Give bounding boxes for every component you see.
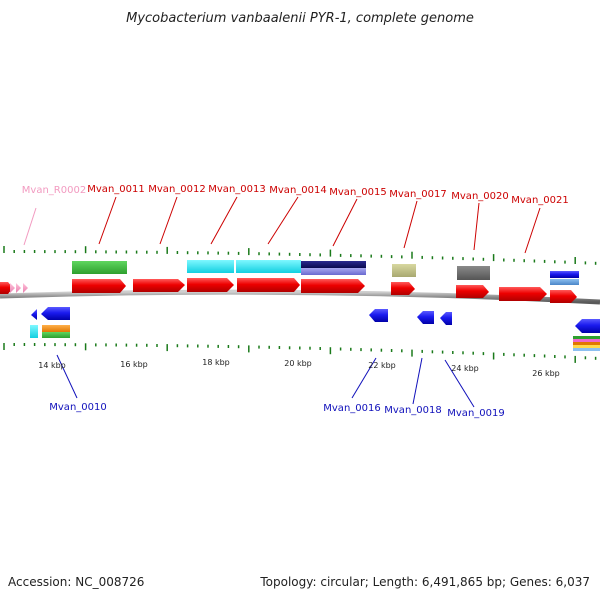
gene-arrow-forward xyxy=(133,279,185,292)
gene-arrow-forward xyxy=(187,278,234,292)
annotation-bar xyxy=(42,332,70,338)
gene-arrow-reverse xyxy=(31,309,37,320)
top-gene-labels: Mvan_R0002 Mvan_0011 Mvan_0012 Mvan_0013… xyxy=(22,184,569,206)
annotation-bar xyxy=(301,261,366,268)
gene-arrow-reverse xyxy=(575,319,600,333)
annotation-bar xyxy=(573,342,600,345)
gene-label: Mvan_0013 xyxy=(208,184,265,195)
tick-row-top xyxy=(3,246,597,265)
tick-row-bottom xyxy=(3,343,597,363)
annotation-bar xyxy=(236,260,301,273)
annotation-bar xyxy=(573,339,600,342)
gene-label: Mvan_0015 xyxy=(329,187,386,198)
gene-arrow-reverse xyxy=(417,311,434,324)
scale-labels: 14 kbp 16 kbp 18 kbp 20 kbp 22 kbp 24 kb… xyxy=(38,358,560,378)
gene-arrow-forward xyxy=(391,282,415,295)
annotation-tracks-top xyxy=(72,260,579,285)
gene-label: Mvan_0010 xyxy=(49,402,106,413)
annotation-bar xyxy=(573,348,600,351)
scale-label: 14 kbp xyxy=(38,361,66,370)
gene-arrow-forward xyxy=(301,279,365,293)
gene-arrow-reverse xyxy=(41,307,70,320)
genome-title: Mycobacterium vanbaalenii PYR-1, complet… xyxy=(126,11,474,26)
scale-label: 26 kbp xyxy=(532,369,560,378)
gene-arrow-reverse xyxy=(369,309,388,322)
gene-arrow-forward xyxy=(72,279,126,293)
gene-arrow-forward xyxy=(550,290,577,303)
forward-genes xyxy=(0,278,577,303)
gene-label: Mvan_0016 xyxy=(323,403,380,414)
annotation-bar xyxy=(187,260,234,273)
rna-gene-arrow xyxy=(23,283,28,293)
scale-label: 22 kbp xyxy=(368,361,396,370)
annotation-bar xyxy=(42,325,70,332)
genome-summary-text: Topology: circular; Length: 6,491,865 bp… xyxy=(259,575,590,589)
annotation-bar xyxy=(457,266,490,280)
annotation-bar xyxy=(72,261,127,274)
rna-gene-arrow xyxy=(10,283,15,293)
gene-label: Mvan_0014 xyxy=(269,185,326,196)
gene-arrow-forward xyxy=(499,287,547,301)
scale-label: 18 kbp xyxy=(202,358,230,367)
gene-arrow-forward xyxy=(0,282,13,294)
gene-arrow-forward xyxy=(456,285,489,298)
gene-label: Mvan_0011 xyxy=(87,184,144,195)
bottom-gene-labels: Mvan_0010 Mvan_0016 Mvan_0018 Mvan_0019 xyxy=(49,402,504,419)
rna-gene-arrow xyxy=(16,283,21,293)
gene-label: Mvan_0020 xyxy=(451,191,508,202)
gene-label: Mvan_0017 xyxy=(389,189,446,200)
annotation-bar xyxy=(550,279,579,285)
gene-label: Mvan_0021 xyxy=(511,195,568,206)
annotation-bar xyxy=(573,336,600,339)
scale-label: 24 kbp xyxy=(451,364,479,373)
gene-label: Mvan_0019 xyxy=(447,408,504,419)
gene-arrow-reverse xyxy=(440,312,452,325)
annotation-bar xyxy=(392,264,416,277)
annotation-bar xyxy=(573,345,600,348)
top-leader-lines xyxy=(23,196,541,254)
gene-label: Mvan_0012 xyxy=(148,184,205,195)
scale-label: 16 kbp xyxy=(120,360,148,369)
annotation-bar xyxy=(550,271,579,278)
annotation-bar xyxy=(30,325,38,338)
gene-label: Mvan_0018 xyxy=(384,405,441,416)
reverse-genes xyxy=(30,307,600,351)
gene-label: Mvan_R0002 xyxy=(22,185,86,196)
gene-arrow-forward xyxy=(237,278,300,292)
accession-text: Accession: NC_008726 xyxy=(8,575,144,589)
scale-label: 20 kbp xyxy=(284,359,312,368)
bottom-leader-lines xyxy=(56,354,475,408)
annotation-bar xyxy=(301,268,366,275)
